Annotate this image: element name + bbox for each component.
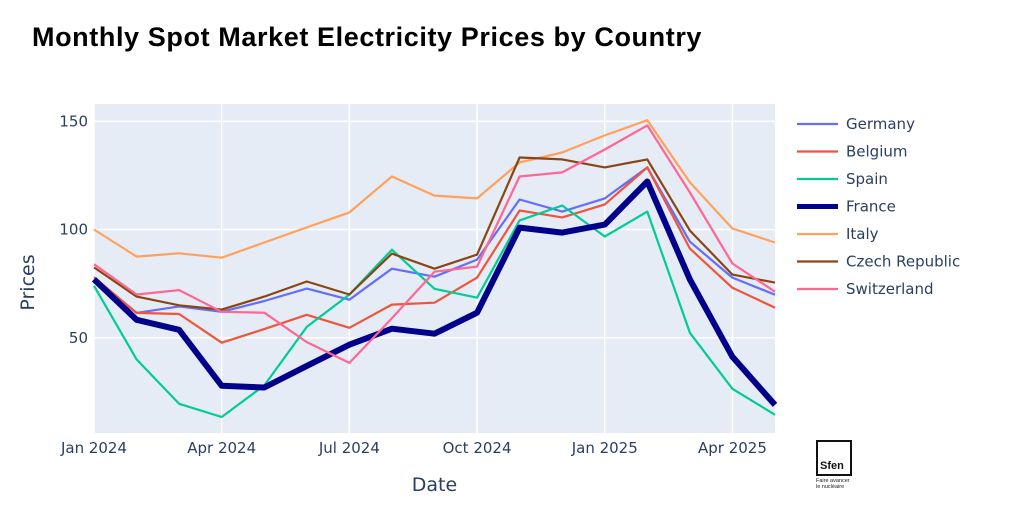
series-line-belgium xyxy=(93,166,776,344)
series-line-switzerland xyxy=(93,124,776,364)
sfen-logo: Sfen Faire avancer le nucléaire xyxy=(816,440,856,496)
x-tick-label: Oct 2024 xyxy=(443,439,512,457)
grid-lines xyxy=(93,104,775,433)
y-tick-label: 100 xyxy=(59,221,88,239)
y-axis-title: Prices xyxy=(17,254,39,310)
series-line-italy xyxy=(93,119,776,259)
y-axis-ticks: 50 100 150 xyxy=(59,112,88,346)
series-line-czech-republic xyxy=(93,156,776,311)
logo-box: Sfen xyxy=(816,440,852,476)
series-lines xyxy=(91,119,778,419)
legend-item[interactable]: France xyxy=(797,198,896,216)
x-tick-label: Jul 2024 xyxy=(318,439,380,457)
x-tick-label: Jan 2024 xyxy=(60,439,127,457)
x-axis-title: Date xyxy=(412,474,457,496)
x-tick-label: Apr 2025 xyxy=(698,439,767,457)
legend-label: Belgium xyxy=(846,143,908,161)
y-tick-label: 150 xyxy=(59,112,88,130)
x-tick-label: Apr 2024 xyxy=(187,439,256,457)
legend-label: France xyxy=(846,198,896,216)
x-tick-label: Jan 2025 xyxy=(571,439,638,457)
legend-item[interactable]: Belgium xyxy=(797,143,908,161)
legend-item[interactable]: Czech Republic xyxy=(797,253,960,271)
legend-item[interactable]: Spain xyxy=(797,170,888,188)
legend-label: Germany xyxy=(846,115,915,133)
y-tick-label: 50 xyxy=(69,329,88,347)
logo-text: Sfen xyxy=(820,460,844,472)
legend-label: Switzerland xyxy=(846,280,934,298)
chart-title: Monthly Spot Market Electricity Prices b… xyxy=(32,22,703,52)
legend-item[interactable]: Italy xyxy=(797,225,879,243)
legend-label: Italy xyxy=(846,225,879,243)
legend-label: Spain xyxy=(846,170,888,188)
legend-item[interactable]: Switzerland xyxy=(797,280,934,298)
series-line-france xyxy=(91,178,778,407)
legend-item[interactable]: Germany xyxy=(797,115,915,133)
legend-label: Czech Republic xyxy=(846,253,960,271)
legend: Germany Belgium Spain France Italy Czech Repu… xyxy=(797,115,960,298)
x-axis-ticks: Jan 2024 Apr 2024 Jul 2024 Oct 2024 Jan 2025… xyxy=(60,439,767,457)
logo-tagline: Faire avancer le nucléaire xyxy=(816,478,850,490)
series-line-spain xyxy=(93,204,776,419)
